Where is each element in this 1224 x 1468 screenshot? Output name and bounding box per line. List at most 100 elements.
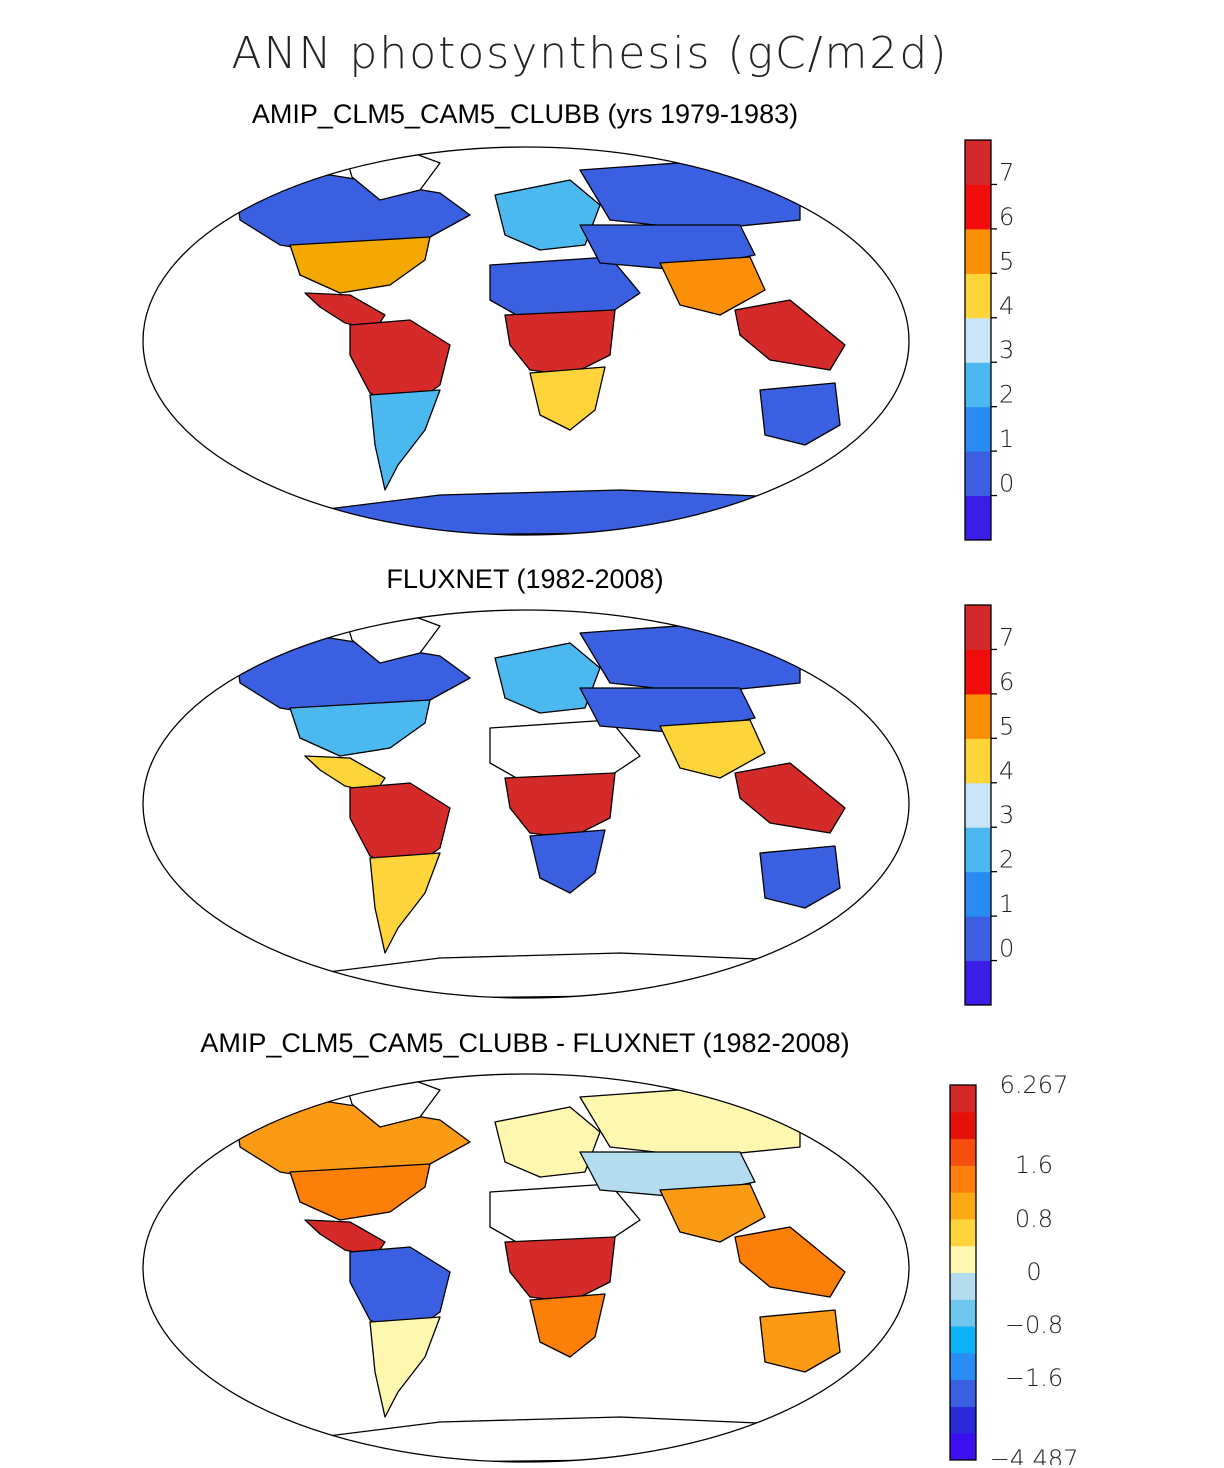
colorbar-label: 5 [999,247,1014,275]
colorbar-segment [965,605,991,650]
colorbar-segment [965,140,991,185]
colorbar-label: −1.6 [1005,1364,1063,1392]
colorbar-segment [950,1192,976,1220]
region-europe [494,179,601,251]
region-south-america-south [369,852,441,954]
region-southern-africa [529,829,606,894]
region-usa-east [289,699,431,757]
colorbar-label: 7 [999,158,1014,186]
colorbar-segment [965,693,991,739]
region-south-asia [659,1183,766,1243]
region-australia [759,382,841,446]
colorbar-segment [965,649,991,695]
colorbar-diff: 6.267 1.6 0.8 0 −0.8 −1.6 −4.487 [949,1071,1079,1465]
region-africa-tropics [504,309,616,376]
region-southern-africa [529,1293,606,1358]
colorbar-label: −0.8 [1005,1311,1063,1339]
colorbar-segment [965,228,991,274]
colorbar-label: 5 [999,712,1014,740]
main-title: ANN photosynthesis (gC/m2d) [231,28,949,79]
colorbar-label: 7 [999,623,1014,651]
region-europe [494,1106,601,1178]
region-sahara [489,719,641,781]
colorbar-segment [950,1272,976,1300]
region-siberia [579,622,801,694]
colorbar-segment [950,1352,976,1381]
region-africa-tropics [504,772,616,839]
colorbar-label: 0 [1026,1258,1041,1286]
colorbar-label: 0 [999,935,1014,963]
map-frame [142,146,910,536]
colorbar-segment [950,1326,976,1354]
colorbar-label: 3 [999,801,1014,829]
colorbar-frame [964,139,992,541]
region-south-america-south [369,1316,441,1418]
colorbar-label: 6 [999,203,1014,231]
region-usa-east [289,236,431,294]
colorbar-segment [965,451,991,497]
colorbar-segment [965,362,991,408]
colorbar-segment [965,960,991,1006]
colorbar-label: 0 [999,470,1014,498]
colorbar-label: 2 [999,381,1014,409]
colorbar-segment [950,1245,976,1273]
colorbar-segment [965,184,991,230]
panel-title-diff: AMIP_CLM5_CAM5_CLUBB - FLUXNET (1982-200… [200,1028,850,1058]
colorbar-label: 1 [999,425,1014,453]
colorbar-label: 4 [999,757,1014,785]
region-siberia [579,1086,801,1158]
map-frame [142,609,910,999]
region-southeast-asia [734,1226,846,1298]
colorbar-label: 1 [999,890,1014,918]
colorbar-obs: 0 1 2 3 4 5 6 7 [964,604,1014,1006]
colorbar-segment [965,273,991,319]
region-siberia [579,159,801,231]
colorbar-segment [950,1111,976,1140]
colorbar-segment [965,406,991,452]
colorbar-label: −4.487 [990,1445,1079,1465]
colorbar-label: 3 [999,336,1014,364]
colorbar-segment [950,1138,976,1166]
region-usa-east [289,1163,431,1221]
colorbar-segment [965,871,991,917]
region-australia [759,1309,841,1373]
panel-title-model: AMIP_CLM5_CAM5_CLUBB (yrs 1979-1983) [251,99,799,129]
region-southeast-asia [734,299,846,371]
region-southeast-asia [734,762,846,834]
region-southern-africa [529,366,606,431]
region-sahara [489,1183,641,1245]
colorbar-label: 1.6 [1015,1151,1053,1179]
colorbar-frame [949,1084,977,1461]
map-diff [142,1073,910,1463]
colorbar-segment [950,1165,976,1193]
region-africa-tropics [504,1236,616,1303]
region-sahara [489,256,641,318]
region-south-asia [659,719,766,779]
colorbar-segment [950,1299,976,1327]
colorbar-segment [950,1379,976,1407]
region-australia [759,845,841,909]
colorbar-model: 0 1 2 3 4 5 6 7 [964,139,1014,541]
colorbar-segment [950,1433,976,1461]
colorbar-segment [950,1406,976,1434]
colorbar-frame [964,604,992,1006]
colorbar-segment [965,827,991,873]
colorbar-segment [950,1085,976,1113]
colorbar-label: 4 [999,292,1014,320]
colorbar-segment [965,738,991,784]
colorbar-label: 0.8 [1015,1205,1053,1233]
colorbar-label: 6.267 [1000,1071,1069,1099]
colorbar-segment [965,782,991,828]
colorbar-segment [950,1218,976,1247]
map-model [142,146,910,536]
panel-title-obs: FLUXNET (1982-2008) [386,564,664,594]
colorbar-segment [965,495,991,541]
map-obs [142,609,910,999]
colorbar-label: 6 [999,668,1014,696]
region-europe [494,642,601,714]
colorbar-label: 2 [999,846,1014,874]
colorbar-segment [965,317,991,363]
region-south-america-south [369,389,441,491]
colorbar-segment [965,916,991,962]
region-south-asia [659,256,766,316]
